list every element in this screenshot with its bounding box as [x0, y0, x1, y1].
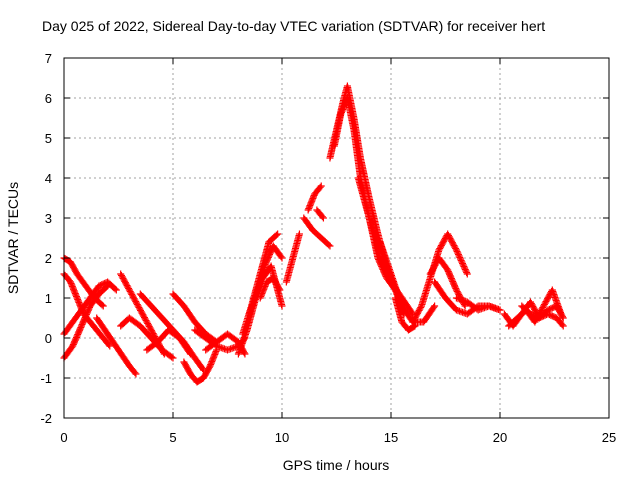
- y-tick-label: -1: [40, 371, 52, 386]
- data-point: [319, 214, 327, 222]
- data-point: [378, 259, 386, 266]
- grid-lines: [64, 58, 609, 418]
- data-point: [459, 260, 467, 267]
- chart-title: Day 025 of 2022, Sidereal Day-to-day VTE…: [42, 18, 545, 34]
- data-point: [461, 266, 469, 273]
- data-point: [461, 264, 469, 272]
- y-tick-label: 0: [45, 331, 52, 346]
- data-point: [377, 256, 385, 263]
- data-points: [60, 82, 567, 386]
- data-point: [105, 341, 113, 349]
- data-point: [431, 302, 439, 310]
- data-point: [169, 354, 177, 362]
- data-point: [557, 310, 565, 318]
- data-point: [111, 285, 119, 293]
- data-point: [132, 370, 140, 378]
- data-point: [274, 230, 282, 238]
- y-tick-label: 5: [45, 131, 52, 146]
- data-point: [411, 322, 419, 330]
- y-axis-label: SDTVAR / TECUs: [5, 182, 21, 294]
- data-point: [559, 322, 567, 330]
- data-point: [186, 349, 194, 357]
- data-point: [558, 321, 566, 329]
- data-point: [277, 253, 285, 261]
- data-point: [112, 286, 120, 294]
- data-point: [317, 182, 325, 190]
- x-axis-label: GPS time / hours: [283, 457, 390, 473]
- data-point: [380, 263, 388, 271]
- data-point: [458, 258, 466, 266]
- data-point: [459, 261, 467, 269]
- data-point: [452, 245, 460, 253]
- data-point: [456, 255, 464, 263]
- data-point: [276, 286, 284, 294]
- x-tick-label: 25: [602, 430, 616, 445]
- y-tick-label: 6: [45, 91, 52, 106]
- data-point: [278, 254, 286, 262]
- data-point: [326, 242, 334, 250]
- data-point: [377, 257, 385, 265]
- data-point: [99, 302, 107, 310]
- data-point: [98, 301, 106, 309]
- data-point: [460, 263, 468, 270]
- x-tick-label: 20: [493, 430, 507, 445]
- data-point: [325, 241, 333, 249]
- data-point: [462, 267, 470, 275]
- data-point: [453, 248, 461, 255]
- x-tick-label: 5: [169, 430, 176, 445]
- data-point: [496, 306, 504, 314]
- data-point: [380, 262, 388, 269]
- data-point: [275, 285, 283, 293]
- data-point: [379, 260, 387, 268]
- data-point: [463, 269, 471, 276]
- y-tick-label: 1: [45, 291, 52, 306]
- plot-frame: [63, 57, 610, 419]
- x-tick-label: 15: [384, 430, 398, 445]
- data-point: [454, 251, 462, 258]
- data-point: [278, 302, 286, 310]
- data-point: [456, 254, 464, 261]
- data-point: [461, 302, 469, 310]
- y-tick-label: 4: [45, 171, 52, 186]
- data-point: [106, 342, 114, 350]
- data-point: [199, 365, 207, 373]
- data-point: [241, 350, 249, 358]
- y-tick-label: -2: [40, 411, 52, 426]
- data-point: [455, 252, 463, 260]
- data-point: [559, 314, 567, 322]
- data-point: [186, 350, 194, 358]
- data-point: [316, 183, 324, 191]
- data-point: [417, 303, 425, 311]
- data-point: [452, 246, 460, 254]
- x-tick-label: 0: [60, 430, 67, 445]
- data-point: [168, 353, 176, 361]
- axis-ticks: 0 5 10 15 20 25 -2 -1 0 1 2 3 4 5 6 7: [40, 51, 616, 445]
- data-point: [376, 254, 384, 262]
- data-point: [430, 303, 438, 311]
- y-tick-label: 7: [45, 51, 52, 66]
- x-tick-label: 10: [275, 430, 289, 445]
- y-tick-label: 2: [45, 251, 52, 266]
- data-point: [131, 369, 139, 377]
- data-point: [454, 249, 462, 257]
- data-point: [318, 213, 326, 221]
- data-point: [272, 231, 280, 239]
- data-point: [463, 270, 471, 278]
- data-point: [457, 257, 465, 264]
- data-point: [295, 230, 303, 238]
- y-tick-label: 3: [45, 211, 52, 226]
